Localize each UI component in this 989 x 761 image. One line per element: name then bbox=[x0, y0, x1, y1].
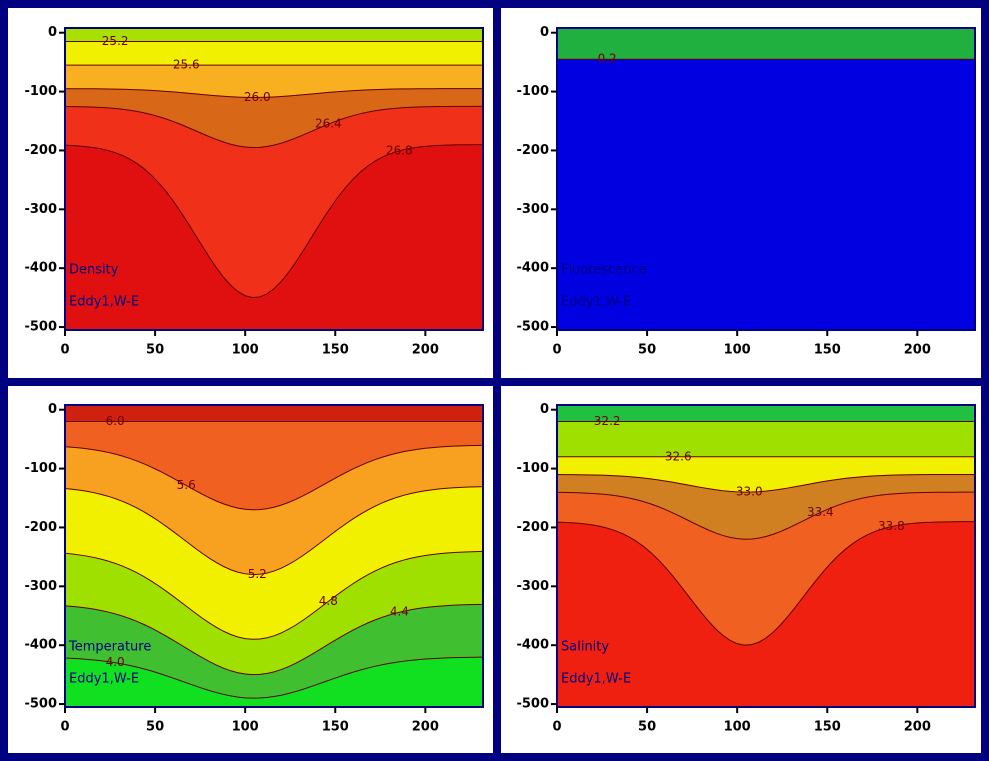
contour-line bbox=[556, 521, 976, 646]
y-tick-label: -400 bbox=[516, 261, 549, 276]
contour-line bbox=[64, 486, 484, 576]
x-tick-label: 200 bbox=[904, 720, 931, 735]
y-tick-label: -200 bbox=[516, 520, 549, 535]
x-tick-label: 0 bbox=[60, 343, 69, 358]
panel-title: Temperature bbox=[68, 640, 151, 655]
contour-label: 4.0 bbox=[106, 655, 125, 669]
contour-band bbox=[65, 405, 483, 422]
x-tick-label: 150 bbox=[322, 720, 349, 735]
y-tick-label: -500 bbox=[516, 320, 549, 335]
x-tick-label: 0 bbox=[60, 720, 69, 735]
y-tick-label: 0 bbox=[540, 402, 549, 417]
x-tick-label: 100 bbox=[232, 720, 259, 735]
contour-line bbox=[64, 550, 484, 640]
x-tick-label: 100 bbox=[724, 720, 751, 735]
x-tick-label: 0 bbox=[552, 720, 561, 735]
x-tick-label: 200 bbox=[412, 343, 439, 358]
x-tick-label: 150 bbox=[814, 343, 841, 358]
contour-band bbox=[65, 405, 483, 510]
y-tick-label: 0 bbox=[48, 25, 57, 40]
y-tick-label: 0 bbox=[540, 25, 549, 40]
plot-border bbox=[64, 404, 484, 708]
panel: 32.2 32.6 33.0 33.4 33.8 0 -100 -200 -300 -400 -50… bbox=[501, 386, 981, 753]
panel-subtitle: Eddy1,W-E bbox=[69, 295, 139, 310]
contour-label: 33.8 bbox=[878, 519, 905, 533]
panel-title: Fluorescence bbox=[561, 263, 647, 278]
panel-title: Density bbox=[69, 263, 119, 278]
contour-band bbox=[557, 405, 975, 422]
y-tick-label: -500 bbox=[24, 697, 57, 712]
panel-subtitle: Eddy1,W-E bbox=[561, 672, 631, 687]
x-tick-label: 150 bbox=[322, 343, 349, 358]
x-tick-label: 200 bbox=[412, 720, 439, 735]
contour-label: 32.6 bbox=[665, 449, 692, 463]
plot-border bbox=[556, 27, 976, 331]
x-tick-label: 100 bbox=[724, 343, 751, 358]
contour-label: 33.4 bbox=[807, 505, 834, 519]
y-tick-label: 0 bbox=[48, 402, 57, 417]
y-tick-label: -400 bbox=[516, 638, 549, 653]
x-tick-label: 200 bbox=[904, 343, 931, 358]
y-tick-label: -100 bbox=[24, 461, 57, 476]
y-tick-label: -500 bbox=[516, 697, 549, 712]
panel: 6.05.65.24.84.44.00-100-200-300-400-5000… bbox=[8, 386, 493, 753]
panel: 25.2 25.6 26.0 26.4 26.8 0 -100 -200 -300 -400 -50… bbox=[8, 8, 493, 378]
y-tick-label: -300 bbox=[24, 202, 57, 217]
contour-band bbox=[557, 28, 975, 60]
y-tick-label: -100 bbox=[516, 461, 549, 476]
x-tick-label: 0 bbox=[552, 343, 561, 358]
y-tick-label: -300 bbox=[516, 202, 549, 217]
contour-label: 4.8 bbox=[319, 594, 338, 608]
contour-line bbox=[64, 144, 484, 299]
x-tick-label: 100 bbox=[232, 343, 259, 358]
contour-line bbox=[64, 656, 484, 699]
y-tick-label: -500 bbox=[24, 320, 57, 335]
contour-label: 26.8 bbox=[386, 143, 413, 157]
panel-title: Salinity bbox=[561, 640, 609, 655]
contour-band bbox=[65, 28, 483, 42]
contour-label: 32.2 bbox=[594, 414, 621, 428]
x-tick-label: 50 bbox=[638, 720, 656, 735]
y-tick-label: -200 bbox=[24, 143, 57, 158]
x-tick-label: 50 bbox=[146, 720, 164, 735]
y-tick-label: -400 bbox=[24, 638, 57, 653]
x-tick-label: 150 bbox=[814, 720, 841, 735]
contour-label: 26.4 bbox=[315, 117, 342, 131]
y-tick-label: -100 bbox=[24, 84, 57, 99]
x-tick-label: 50 bbox=[638, 343, 656, 358]
plot-border bbox=[64, 27, 484, 331]
y-tick-label: -400 bbox=[24, 261, 57, 276]
contour-label: 5.2 bbox=[248, 567, 267, 581]
contour-label: 0.2 bbox=[598, 52, 617, 66]
y-tick-label: -200 bbox=[24, 520, 57, 535]
contour-label: 25.6 bbox=[173, 58, 200, 72]
contour-line bbox=[64, 444, 484, 511]
contour-line bbox=[556, 491, 976, 540]
contour-label: 26.0 bbox=[244, 90, 271, 104]
contour-line bbox=[64, 603, 484, 676]
contour-label: 33.0 bbox=[736, 485, 763, 499]
contour-band bbox=[557, 28, 975, 330]
y-tick-label: -300 bbox=[516, 579, 549, 594]
y-tick-label: -300 bbox=[24, 579, 57, 594]
contour-line bbox=[64, 105, 484, 148]
contour-label: 5.6 bbox=[177, 478, 196, 492]
plot-border bbox=[556, 404, 976, 708]
contour-label: 25.2 bbox=[102, 34, 129, 48]
contour-label: 4.4 bbox=[390, 605, 409, 619]
contour-label: 6.0 bbox=[106, 414, 125, 428]
x-tick-label: 50 bbox=[146, 343, 164, 358]
contour-line bbox=[64, 88, 484, 98]
contour-line bbox=[556, 473, 976, 493]
panel-subtitle: Eddy1,W-E bbox=[561, 295, 631, 310]
y-tick-label: -100 bbox=[516, 84, 549, 99]
panel-subtitle: Eddy1,W-E bbox=[69, 672, 139, 687]
y-tick-label: -200 bbox=[516, 143, 549, 158]
